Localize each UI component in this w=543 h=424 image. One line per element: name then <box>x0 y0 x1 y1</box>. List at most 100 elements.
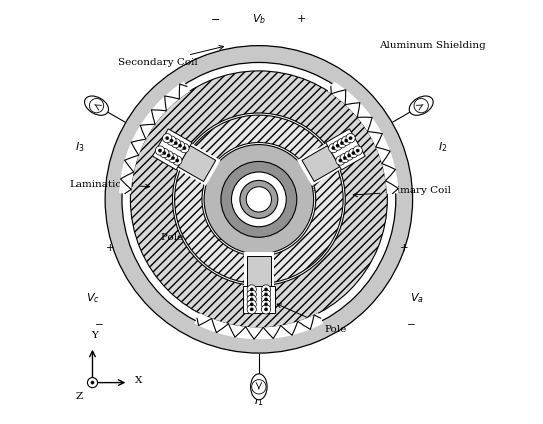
Circle shape <box>261 300 270 309</box>
Text: Primary Coil: Primary Coil <box>353 187 451 197</box>
Circle shape <box>352 151 355 155</box>
Circle shape <box>221 162 297 237</box>
Circle shape <box>250 308 254 311</box>
Circle shape <box>174 142 178 145</box>
Circle shape <box>168 153 178 163</box>
Circle shape <box>339 159 342 162</box>
Circle shape <box>261 295 270 304</box>
Circle shape <box>264 308 268 311</box>
Text: Laminations: Laminations <box>70 180 150 189</box>
Text: $V_a$: $V_a$ <box>410 291 424 305</box>
Circle shape <box>264 303 268 306</box>
Text: $-$: $-$ <box>94 319 104 328</box>
Text: Aluminum Shielding: Aluminum Shielding <box>379 41 485 50</box>
Circle shape <box>336 156 345 165</box>
Text: $V_b$: $V_b$ <box>252 12 266 26</box>
Circle shape <box>247 290 256 299</box>
Polygon shape <box>302 145 340 181</box>
Circle shape <box>264 288 268 291</box>
Circle shape <box>332 146 335 150</box>
Circle shape <box>349 137 352 140</box>
Circle shape <box>356 149 359 152</box>
Circle shape <box>171 156 175 160</box>
Text: $+$: $+$ <box>105 242 114 253</box>
Circle shape <box>261 285 270 294</box>
Text: Air Gap: Air Gap <box>239 128 279 137</box>
Circle shape <box>159 149 162 152</box>
Circle shape <box>343 156 346 160</box>
Polygon shape <box>243 286 275 313</box>
Ellipse shape <box>85 96 109 115</box>
Circle shape <box>250 298 254 301</box>
Ellipse shape <box>409 96 433 115</box>
Circle shape <box>340 142 344 145</box>
Text: Z: Z <box>76 392 83 401</box>
Text: Secondary Coil: Secondary Coil <box>118 45 224 67</box>
Circle shape <box>247 300 256 309</box>
Ellipse shape <box>251 374 267 400</box>
Polygon shape <box>244 252 274 290</box>
Polygon shape <box>247 256 271 286</box>
Circle shape <box>261 305 270 314</box>
Text: $+$: $+$ <box>400 242 409 253</box>
Circle shape <box>175 159 179 162</box>
Circle shape <box>329 143 338 153</box>
Circle shape <box>91 381 94 384</box>
Circle shape <box>166 137 169 140</box>
Circle shape <box>264 293 268 296</box>
Circle shape <box>240 180 278 218</box>
Circle shape <box>160 148 169 158</box>
Polygon shape <box>173 141 220 186</box>
Circle shape <box>90 98 104 113</box>
Circle shape <box>346 134 355 143</box>
Circle shape <box>264 298 268 301</box>
Text: Pole: Pole <box>277 304 346 335</box>
Circle shape <box>340 153 349 163</box>
Circle shape <box>231 172 286 227</box>
Text: Pole face: Pole face <box>161 233 255 243</box>
Text: Tube: Tube <box>291 184 317 193</box>
Circle shape <box>175 141 185 150</box>
Circle shape <box>180 143 189 153</box>
Circle shape <box>204 145 314 254</box>
Circle shape <box>349 148 358 158</box>
Polygon shape <box>119 81 190 194</box>
Text: Y: Y <box>91 332 98 340</box>
Polygon shape <box>326 129 365 170</box>
Circle shape <box>179 144 182 147</box>
Circle shape <box>342 136 351 145</box>
Circle shape <box>247 305 256 314</box>
Circle shape <box>167 136 176 145</box>
Polygon shape <box>297 141 345 186</box>
Circle shape <box>348 154 351 157</box>
Text: $-$: $-$ <box>406 319 415 328</box>
Circle shape <box>171 139 180 148</box>
Circle shape <box>247 285 256 294</box>
Polygon shape <box>194 313 324 339</box>
Circle shape <box>250 288 254 291</box>
Text: $I_3$: $I_3$ <box>74 140 84 153</box>
Text: $I_2$: $I_2$ <box>438 140 447 153</box>
Circle shape <box>155 146 165 155</box>
Circle shape <box>353 146 362 155</box>
Text: $I_1$: $I_1$ <box>254 394 263 408</box>
Circle shape <box>183 146 186 150</box>
Circle shape <box>163 151 166 155</box>
Circle shape <box>337 139 346 148</box>
Circle shape <box>344 151 353 160</box>
Circle shape <box>252 379 266 394</box>
Circle shape <box>414 98 428 113</box>
Circle shape <box>247 295 256 304</box>
Text: $-$: $-$ <box>210 13 220 23</box>
Circle shape <box>164 151 173 160</box>
Polygon shape <box>153 129 192 170</box>
Circle shape <box>162 134 172 143</box>
Text: X: X <box>135 376 142 385</box>
Circle shape <box>336 144 339 147</box>
Circle shape <box>250 293 254 296</box>
Circle shape <box>333 141 342 150</box>
Polygon shape <box>178 145 216 181</box>
Circle shape <box>250 303 254 306</box>
Circle shape <box>261 290 270 299</box>
Circle shape <box>87 377 98 388</box>
